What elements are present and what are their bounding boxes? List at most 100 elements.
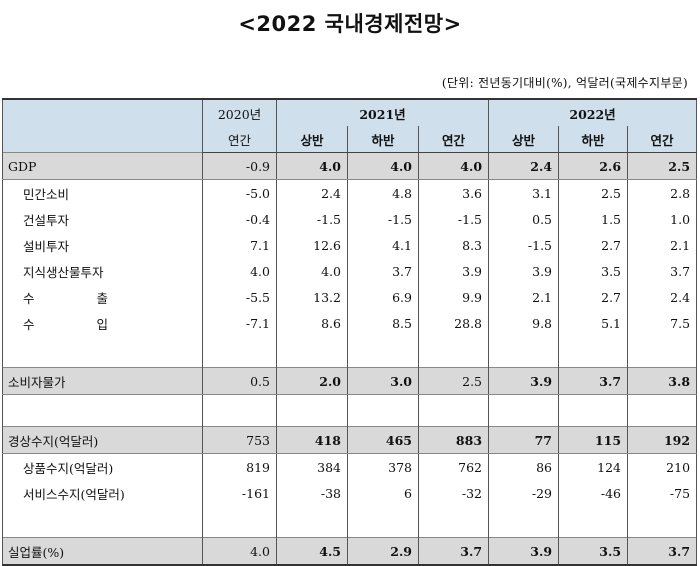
cell: 12.6 bbox=[276, 232, 348, 258]
cell: 2.9 bbox=[347, 537, 419, 566]
header-year-2022: 2022년 bbox=[488, 98, 698, 126]
row-label: 상품수지(억달러) bbox=[2, 453, 203, 480]
cell: 192 bbox=[627, 426, 698, 454]
table-row: 지식생산물투자 4.0 4.0 3.7 3.9 3.9 3.5 3.7 bbox=[2, 258, 698, 284]
spacer-row bbox=[2, 336, 698, 368]
cell: 28.8 bbox=[417, 310, 490, 336]
table-row: 상품수지(억달러) 819 384 378 762 86 124 210 bbox=[2, 453, 698, 480]
cell: 3.7 bbox=[347, 258, 419, 284]
header-annual-2020: 연간 bbox=[202, 126, 277, 153]
row-label: GDP bbox=[2, 152, 203, 180]
cell: 3.6 bbox=[417, 179, 490, 206]
cell: 4.5 bbox=[276, 537, 348, 566]
cell: 86 bbox=[488, 453, 560, 480]
cell: 115 bbox=[558, 426, 629, 454]
cell: 8.6 bbox=[276, 310, 348, 336]
table-row: 경상수지(억달러) 753 418 465 883 77 115 192 bbox=[2, 426, 698, 454]
cell: 6.9 bbox=[347, 284, 419, 310]
cell: 1.0 bbox=[627, 206, 698, 232]
cell: -1.5 bbox=[347, 206, 419, 232]
unit-note: (단위: 전년동기대비(%), 억달러(국제수지부문) bbox=[441, 76, 688, 90]
cell: 4.8 bbox=[347, 179, 419, 206]
cell: 77 bbox=[488, 426, 560, 454]
cell: 2.8 bbox=[627, 179, 698, 206]
cell: -0.4 bbox=[202, 206, 277, 232]
cell: 9.9 bbox=[417, 284, 490, 310]
cell: 7.1 bbox=[202, 232, 277, 258]
cell: 2.0 bbox=[276, 367, 348, 395]
cell: 2.6 bbox=[558, 152, 629, 180]
cell: 2.5 bbox=[627, 152, 698, 180]
row-label: 민간소비 bbox=[2, 179, 203, 206]
row-label: 지식생산물투자 bbox=[2, 258, 203, 284]
cell: 384 bbox=[276, 453, 348, 480]
cell: 8.3 bbox=[417, 232, 490, 258]
cell: 2.4 bbox=[488, 152, 560, 180]
cell: 3.9 bbox=[488, 367, 560, 395]
cell: 2.4 bbox=[627, 284, 698, 310]
cell: 3.5 bbox=[558, 537, 629, 566]
cell: 3.7 bbox=[417, 537, 490, 566]
cell: -5.0 bbox=[202, 179, 277, 206]
cell: 4.0 bbox=[202, 537, 277, 566]
cell: 3.0 bbox=[347, 367, 419, 395]
cell: 6 bbox=[347, 480, 419, 506]
cell: -161 bbox=[202, 480, 277, 506]
cell: 210 bbox=[627, 453, 698, 480]
label-part: 수 bbox=[23, 316, 35, 332]
row-label: 실업률(%) bbox=[2, 537, 203, 566]
header-h1-2021: 상반 bbox=[276, 126, 348, 153]
header-year-2021: 2021년 bbox=[275, 98, 490, 126]
row-label: 건설투자 bbox=[2, 206, 203, 232]
header-row-years: 2020년 2021년 2022년 bbox=[2, 98, 698, 153]
cell: 762 bbox=[417, 453, 490, 480]
table-row: 실업률(%) 4.0 4.5 2.9 3.7 3.9 3.5 3.7 bbox=[2, 537, 698, 566]
cell: 1.5 bbox=[558, 206, 629, 232]
cell: 9.8 bbox=[488, 310, 560, 336]
row-label: 설비투자 bbox=[2, 232, 203, 258]
cell: 465 bbox=[347, 426, 419, 454]
spacer-row bbox=[2, 394, 698, 427]
header-annual-2021: 연간 bbox=[417, 126, 490, 153]
cell: 8.5 bbox=[347, 310, 419, 336]
header-h1-2022: 상반 bbox=[488, 126, 560, 153]
label-part: 출 bbox=[96, 290, 109, 306]
cell: 124 bbox=[558, 453, 629, 480]
table-row: 설비투자 7.1 12.6 4.1 8.3 -1.5 2.7 2.1 bbox=[2, 232, 698, 258]
header-stub bbox=[2, 98, 203, 153]
cell: 418 bbox=[276, 426, 348, 454]
table-row: 서비스수지(억달러) -161 -38 6 -32 -29 -46 -75 bbox=[2, 480, 698, 506]
cell: 2.1 bbox=[488, 284, 560, 310]
cell: 3.9 bbox=[417, 258, 490, 284]
cell: 3.9 bbox=[488, 537, 560, 566]
cell: 4.0 bbox=[417, 152, 490, 180]
cell: -75 bbox=[627, 480, 698, 506]
row-label: 소비자물가 bbox=[2, 367, 203, 395]
cell: 2.7 bbox=[558, 232, 629, 258]
cell: -46 bbox=[558, 480, 629, 506]
cell: 4.0 bbox=[347, 152, 419, 180]
row-label: 서비스수지(억달러) bbox=[2, 480, 203, 506]
forecast-table: 2020년 2021년 2022년 연간 상반 하반 연간 상반 하반 연간 G… bbox=[2, 98, 698, 566]
cell: 2.7 bbox=[558, 284, 629, 310]
label-part: 수 bbox=[23, 290, 35, 306]
cell: 2.5 bbox=[417, 367, 490, 395]
cell: -1.5 bbox=[488, 232, 560, 258]
cell: 3.8 bbox=[627, 367, 698, 395]
cell: 4.0 bbox=[276, 258, 348, 284]
cell: 4.1 bbox=[347, 232, 419, 258]
label-part: 입 bbox=[96, 316, 109, 332]
cell: 819 bbox=[202, 453, 277, 480]
cell: -1.5 bbox=[276, 206, 348, 232]
cell: 3.7 bbox=[558, 367, 629, 395]
row-label: 경상수지(억달러) bbox=[2, 426, 203, 454]
cell: 3.9 bbox=[488, 258, 560, 284]
table-row: GDP -0.9 4.0 4.0 4.0 2.4 2.6 2.5 bbox=[2, 152, 698, 180]
cell: -0.9 bbox=[202, 152, 277, 180]
header-h2-2022: 하반 bbox=[558, 126, 629, 153]
cell: -32 bbox=[417, 480, 490, 506]
cell: 13.2 bbox=[276, 284, 348, 310]
cell: 3.1 bbox=[488, 179, 560, 206]
